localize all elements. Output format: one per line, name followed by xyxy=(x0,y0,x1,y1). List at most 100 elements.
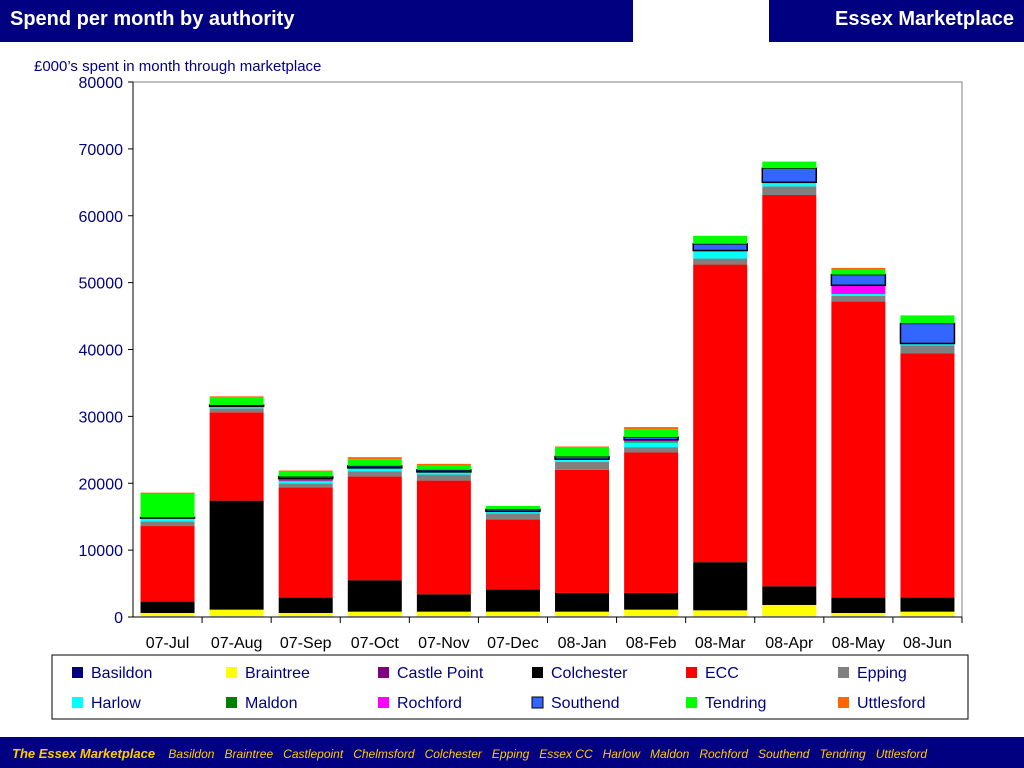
bar-segment xyxy=(624,427,679,430)
bar-segment xyxy=(278,616,333,617)
bar-segment xyxy=(140,616,195,617)
legend-label: Epping xyxy=(857,665,907,682)
y-tick-label: 0 xyxy=(114,610,123,627)
footer-item: Harlow xyxy=(602,747,640,761)
bar-segment xyxy=(761,167,818,184)
legend-swatch xyxy=(531,696,544,709)
bar-segment xyxy=(347,611,402,617)
bar-segment xyxy=(693,251,748,259)
bar-segment xyxy=(624,592,679,610)
footer-bar: The Essex Marketplace Basildon Braintree C… xyxy=(0,737,1024,768)
bar-segment xyxy=(209,396,264,397)
legend-label: Rochford xyxy=(397,695,462,712)
footer-item: Basildon xyxy=(168,747,215,761)
y-tick-label: 70000 xyxy=(79,142,124,159)
bar-segment xyxy=(278,597,333,613)
legend-swatch xyxy=(838,667,849,678)
bar-segment xyxy=(416,594,471,612)
bar-segment xyxy=(140,493,195,518)
x-tick-label: 08-May xyxy=(832,635,885,652)
legend-label: Harlow xyxy=(91,695,141,712)
x-tick-label: 07-Sep xyxy=(280,635,332,652)
brand-title: Essex Marketplace xyxy=(834,8,1014,30)
footer-items: Basildon Braintree Castlepoint Chelmsford Co… xyxy=(158,747,927,761)
bar-segment xyxy=(416,611,471,617)
bar-segment xyxy=(831,301,886,598)
bar-segment xyxy=(347,465,403,469)
bar-segment xyxy=(762,604,817,617)
chart-title: £000’s spent in month through marketplac… xyxy=(34,58,321,75)
legend-swatch xyxy=(686,697,697,708)
legend-swatch xyxy=(226,667,237,678)
bar-segment xyxy=(554,455,610,460)
bar-segment xyxy=(209,408,264,413)
bar-segment xyxy=(347,580,402,612)
bar-segment xyxy=(555,461,610,470)
footer-item: Tendring xyxy=(819,747,866,761)
bar-segment xyxy=(347,471,402,477)
footer-item: Uttlesford xyxy=(875,747,928,761)
bar-segment xyxy=(485,519,540,590)
bar-segment xyxy=(416,463,471,466)
bar-segment xyxy=(693,235,748,244)
x-tick-label: 08-Jun xyxy=(903,635,952,652)
legend-label: Uttlesford xyxy=(857,695,925,712)
footer-item: Braintree xyxy=(224,747,274,761)
footer-item: Castlepoint xyxy=(283,747,344,761)
x-tick-label: 08-Jan xyxy=(558,635,607,652)
bar-segment xyxy=(140,601,195,613)
footer-item: Rochford xyxy=(699,747,749,761)
bar-segment xyxy=(208,404,265,408)
bar-segment xyxy=(900,353,955,598)
bar-segment xyxy=(416,472,471,475)
bar-segment xyxy=(831,293,886,296)
bar-segment xyxy=(624,447,679,453)
bar-segment xyxy=(831,296,886,302)
legend-label: Braintree xyxy=(245,665,310,682)
legend-swatch xyxy=(532,667,543,678)
bar-segment xyxy=(278,470,333,472)
bar-segment xyxy=(555,469,610,593)
bar-segment xyxy=(209,412,264,501)
y-tick-label: 80000 xyxy=(79,75,124,92)
bar-segment xyxy=(555,616,610,617)
bar-segment xyxy=(624,442,679,448)
y-tick-label: 50000 xyxy=(79,276,124,293)
bar-segment xyxy=(140,612,195,617)
bar-segment xyxy=(485,589,540,612)
bar-segment xyxy=(555,611,610,617)
bar-segment xyxy=(416,465,471,470)
bar-segment xyxy=(693,610,748,617)
bar-segment xyxy=(900,616,955,617)
legend-swatch xyxy=(838,697,849,708)
stacked-bar-chart: £000’s spent in month through marketplac… xyxy=(34,58,969,720)
bar-segment xyxy=(900,611,955,617)
bar-segment xyxy=(277,475,334,480)
bar-segment xyxy=(555,446,610,448)
bar-segment xyxy=(140,526,195,602)
bar-segment xyxy=(278,481,333,484)
bar-segment xyxy=(831,293,886,294)
bar-segment xyxy=(278,480,333,482)
bar-segment xyxy=(278,487,333,598)
legend-swatch xyxy=(378,697,389,708)
legend-label: Basildon xyxy=(91,665,152,682)
bar-segment xyxy=(831,285,886,294)
footer-item: Southend xyxy=(758,747,810,761)
bar-segment xyxy=(623,436,679,441)
bar-segment xyxy=(485,505,540,510)
x-tick-label: 08-Apr xyxy=(765,635,814,652)
bar-segment xyxy=(830,273,887,287)
legend-label: Tendring xyxy=(705,695,766,712)
bar-segment xyxy=(900,597,955,612)
bar-segment xyxy=(139,516,196,519)
bar-segment xyxy=(347,476,402,581)
bar-segment xyxy=(555,459,610,462)
legend-swatch xyxy=(378,667,389,678)
x-tick-label: 07-Dec xyxy=(487,635,539,652)
bar-segment xyxy=(624,439,679,442)
legend-swatch xyxy=(686,667,697,678)
bar-segment xyxy=(140,521,195,527)
bar-segment xyxy=(347,457,402,460)
bar-segment xyxy=(624,429,679,438)
